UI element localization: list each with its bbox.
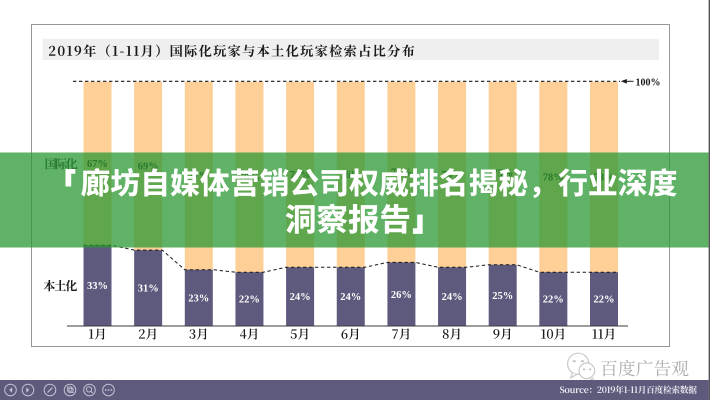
svg-text:26%: 26%	[391, 290, 412, 301]
svg-text:24%: 24%	[442, 292, 463, 303]
svg-text:25%: 25%	[492, 291, 513, 302]
svg-text:33%: 33%	[87, 281, 108, 292]
svg-text:22%: 22%	[594, 295, 615, 306]
svg-text:23%: 23%	[188, 294, 209, 305]
svg-text:100%: 100%	[636, 78, 661, 89]
svg-text:24%: 24%	[290, 292, 311, 303]
svg-text:22%: 22%	[543, 295, 564, 306]
svg-text:22%: 22%	[239, 295, 260, 306]
svg-text:24%: 24%	[340, 292, 361, 303]
svg-text:31%: 31%	[138, 284, 159, 295]
